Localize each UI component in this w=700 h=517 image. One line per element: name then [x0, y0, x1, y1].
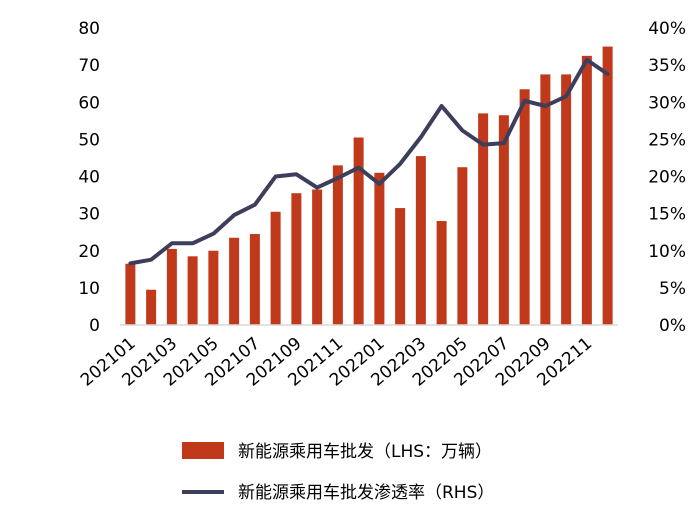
left-axis-tick-label: 50 — [78, 130, 100, 150]
bar-series — [125, 46, 613, 326]
bar-202211 — [581, 55, 592, 325]
bar-202206 — [478, 113, 489, 325]
x-axis-ticks: 2021012021032021052021072021092021112022… — [77, 334, 596, 391]
bar-202102 — [146, 289, 157, 325]
right-axis-tick-label: 5% — [659, 279, 686, 299]
right-axis-tick-label: 15% — [648, 205, 686, 225]
bar-202208 — [519, 89, 530, 325]
bar-202108 — [270, 211, 281, 325]
bar-202109 — [291, 193, 302, 325]
right-axis-tick-label: 40% — [648, 19, 686, 39]
bar-202111 — [332, 165, 343, 325]
left-axis-tick-label: 0 — [89, 316, 100, 336]
legend-bar-swatch — [182, 442, 224, 459]
right-axis-tick-label: 35% — [648, 56, 686, 76]
bar-202210 — [561, 74, 572, 325]
legend: 新能源乘用车批发（LHS：万辆） 新能源乘用车批发渗透率（RHS） — [182, 442, 494, 503]
left-axis-tick-label: 70 — [78, 56, 100, 76]
left-axis-tick-label: 30 — [78, 205, 100, 225]
bar-202101 — [125, 263, 136, 325]
bar-202106 — [229, 237, 240, 325]
left-axis-tick-label: 60 — [78, 93, 100, 113]
bar-202107 — [249, 234, 260, 325]
bar-202110 — [312, 189, 323, 325]
bar-202104 — [187, 256, 198, 325]
right-axis-tick-label: 25% — [648, 130, 686, 150]
right-axis-tick-label: 0% — [659, 316, 686, 336]
left-axis-ticks: 0 10 20 30 40 50 60 70 80 — [78, 19, 100, 336]
bar-202207 — [498, 115, 509, 326]
legend-line-label: 新能源乘用车批发渗透率（RHS） — [238, 483, 494, 503]
bar-202209 — [540, 74, 551, 325]
left-axis-tick-label: 80 — [78, 19, 100, 39]
bar-202202 — [395, 208, 406, 325]
right-axis-tick-label: 30% — [648, 93, 686, 113]
bar-202205 — [457, 167, 468, 325]
bar-202201 — [374, 172, 385, 325]
right-axis-tick-label: 20% — [648, 168, 686, 188]
left-axis-tick-label: 10 — [78, 279, 100, 299]
bar-202203 — [415, 156, 426, 325]
line-series — [128, 57, 610, 266]
bar-202103 — [166, 248, 177, 325]
right-axis-tick-label: 10% — [648, 242, 686, 262]
penetration-rate-line — [128, 57, 610, 266]
left-axis-tick-label: 20 — [78, 242, 100, 262]
legend-bar-label: 新能源乘用车批发（LHS：万辆） — [238, 442, 492, 462]
left-axis-tick-label: 40 — [78, 168, 100, 188]
right-axis-ticks: 0% 5% 10% 15% 20% 25% 30% 35% 40% — [648, 19, 686, 336]
bar-202112 — [353, 137, 364, 325]
bar-202105 — [208, 250, 219, 325]
bar-202212 — [602, 46, 613, 325]
bar-202204 — [436, 221, 447, 325]
